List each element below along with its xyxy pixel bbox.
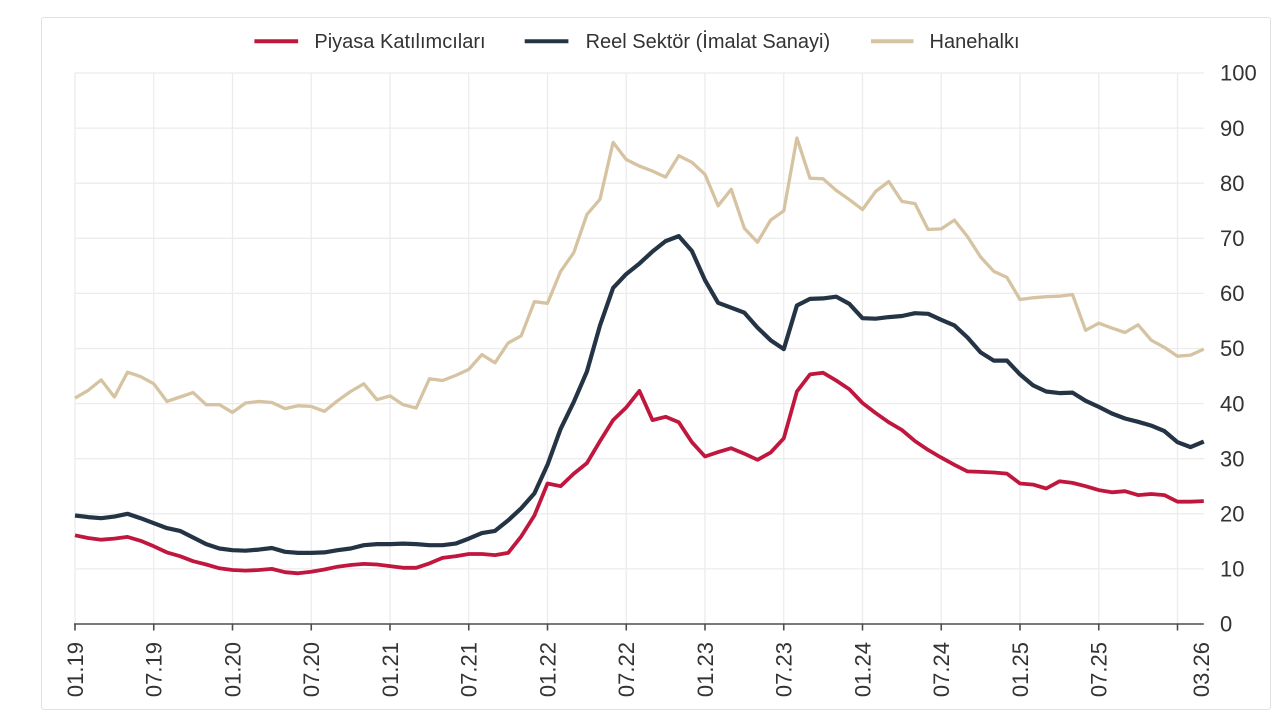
svg-text:01.22: 01.22 (535, 642, 560, 697)
svg-text:01.25: 01.25 (1008, 642, 1033, 697)
svg-text:03.26: 03.26 (1189, 642, 1214, 697)
svg-text:07.22: 07.22 (614, 642, 639, 697)
svg-text:07.20: 07.20 (299, 642, 324, 697)
svg-text:01.21: 01.21 (378, 642, 403, 697)
svg-text:90: 90 (1220, 116, 1244, 141)
svg-text:01.23: 01.23 (693, 642, 718, 697)
svg-text:70: 70 (1220, 226, 1244, 251)
svg-text:20: 20 (1220, 502, 1244, 527)
svg-text:07.25: 07.25 (1087, 642, 1112, 697)
svg-text:07.23: 07.23 (772, 642, 797, 697)
svg-text:60: 60 (1220, 281, 1244, 306)
svg-text:Piyasa Katılımcıları: Piyasa Katılımcıları (314, 31, 485, 53)
svg-text:01.20: 01.20 (220, 642, 245, 697)
svg-text:07.19: 07.19 (142, 642, 167, 697)
svg-text:0: 0 (1220, 612, 1232, 637)
svg-text:01.19: 01.19 (63, 642, 88, 697)
svg-text:30: 30 (1220, 446, 1244, 471)
svg-text:40: 40 (1220, 391, 1244, 416)
svg-text:07.24: 07.24 (929, 642, 954, 697)
svg-text:Hanehalkı: Hanehalkı (930, 31, 1020, 53)
svg-text:50: 50 (1220, 336, 1244, 361)
svg-text:80: 80 (1220, 171, 1244, 196)
svg-text:07.21: 07.21 (457, 642, 482, 697)
svg-text:Reel Sektör (İmalat Sanayi): Reel Sektör (İmalat Sanayi) (586, 30, 831, 53)
svg-text:10: 10 (1220, 557, 1244, 582)
svg-text:01.24: 01.24 (850, 642, 875, 697)
svg-text:100: 100 (1220, 61, 1257, 86)
